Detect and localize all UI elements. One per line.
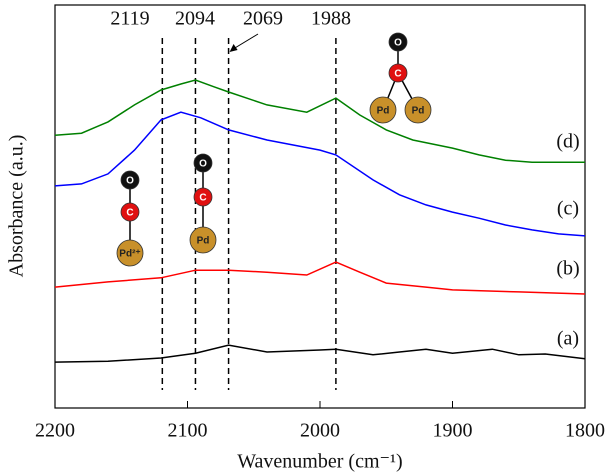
atom — [120, 170, 140, 190]
x-axis-label: Wavenumber (cm⁻¹) — [237, 451, 402, 473]
atom — [388, 32, 408, 52]
atom-label: Pd²⁺ — [119, 249, 140, 260]
reference-label: 2119 — [110, 8, 149, 30]
x-tick-label: 2100 — [168, 420, 208, 442]
atom-label: Pd — [197, 236, 210, 247]
arrow-head — [229, 44, 238, 52]
atom-label: O — [199, 159, 207, 170]
atom-label: C — [126, 208, 133, 219]
atom — [116, 239, 144, 267]
reference-label: 2069 — [243, 8, 283, 30]
atom — [189, 226, 217, 254]
series-label: (c) — [557, 198, 579, 220]
atom — [193, 187, 213, 207]
spectrum-line — [54, 79, 585, 163]
atom — [388, 63, 408, 83]
x-tick-label: 1900 — [433, 420, 473, 442]
atom — [369, 96, 397, 124]
spectrum-line — [54, 261, 586, 295]
x-tick-label: 2000 — [300, 420, 340, 442]
x-tick-label: 1800 — [565, 420, 605, 442]
reference-label: 1988 — [311, 8, 351, 30]
atom-label: Pd — [412, 106, 425, 117]
spectrum-line — [54, 111, 586, 237]
series-label: (b) — [556, 258, 579, 280]
atom — [120, 202, 140, 222]
atom-label: C — [199, 193, 206, 204]
atom — [404, 96, 432, 124]
arrow — [231, 33, 259, 51]
y-axis-label: Absorbance (a.u.) — [6, 135, 28, 278]
atom-label: O — [126, 176, 134, 187]
atom-label: O — [394, 38, 402, 49]
atom-label: C — [394, 69, 401, 80]
spectrum-line — [54, 344, 586, 363]
series-label: (a) — [557, 328, 579, 350]
reference-label: 2094 — [175, 8, 215, 30]
x-tick-label: 2200 — [35, 420, 75, 442]
atom — [193, 153, 213, 173]
atom-label: Pd — [377, 106, 390, 117]
series-label: (d) — [556, 131, 579, 153]
